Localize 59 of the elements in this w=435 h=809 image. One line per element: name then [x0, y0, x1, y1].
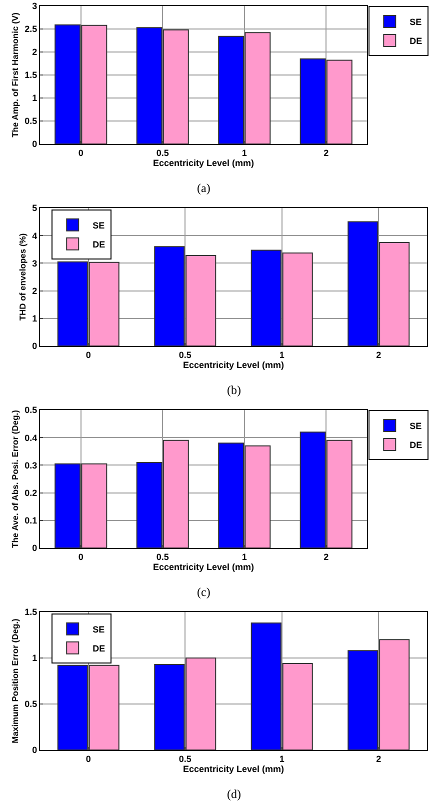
legend-label: SE [92, 220, 105, 230]
y-tick-label: 1.5 [24, 607, 38, 618]
text: (a) [197, 181, 210, 195]
y-tick-label: 0 [32, 543, 38, 554]
x-axis-title: Eccentricity Level (mm) [152, 562, 254, 572]
y-tick-label: 0.1 [24, 516, 38, 526]
y-tick-label: 5 [32, 203, 38, 214]
y-tick-label: 1 [32, 653, 38, 664]
y-tick-label: 1 [32, 314, 38, 324]
y-tick-label: 0 [32, 745, 38, 756]
y-axis-title: Maximum Position Error (Deg.) [10, 618, 20, 744]
x-axis-title: Eccentricity Level (mm) [182, 764, 284, 774]
y-tick-label: 0 [32, 341, 38, 352]
x-tick-label: 1 [242, 148, 247, 158]
x-tick-label: 2 [324, 552, 329, 562]
y-tick-label: 0.2 [24, 488, 38, 498]
text: (d) [227, 787, 241, 801]
x-tick-label: 0.5 [156, 148, 169, 158]
x-tick-label: 1 [279, 754, 284, 764]
y-tick-label: 1 [32, 93, 38, 104]
text: (b) [227, 383, 241, 397]
legend-label: DE [92, 643, 106, 654]
text: (c) [197, 585, 210, 599]
y-tick-label: 1.5 [24, 70, 38, 80]
y-tick-label: 0.3 [24, 460, 38, 470]
y-tick-label: 3 [32, 1, 38, 12]
x-tick-label: 0 [86, 350, 91, 360]
legend-label: SE [410, 17, 422, 28]
y-tick-label: 2 [32, 47, 38, 58]
x-tick-label: 0.5 [178, 350, 192, 360]
legend-label: DE [410, 36, 422, 46]
y-tick-label: 0.5 [24, 405, 38, 416]
x-tick-label: 2 [376, 350, 382, 360]
x-axis-title: Eccentricity Level (mm) [152, 158, 254, 168]
legend-label: SE [92, 624, 105, 634]
y-axis-title: The Ave. of Abs. Posi. Error (Deg.) [10, 410, 20, 548]
x-tick-label: 2 [376, 754, 382, 764]
y-tick-label: 0.5 [24, 699, 38, 710]
x-tick-label: 1 [242, 552, 247, 562]
legend-label: DE [92, 239, 106, 250]
x-axis-title: Eccentricity Level (mm) [182, 360, 284, 370]
y-tick-label: 0.4 [24, 432, 38, 443]
y-tick-label: 0.5 [24, 116, 38, 126]
y-tick-label: 4 [32, 230, 38, 241]
x-tick-label: 0 [78, 148, 84, 158]
y-tick-label: 2 [32, 286, 38, 296]
y-tick-label: 3 [32, 258, 38, 268]
x-tick-label: 0.5 [178, 754, 192, 764]
legend-label: SE [410, 421, 422, 432]
x-tick-label: 0.5 [156, 552, 169, 562]
x-tick-label: 2 [324, 148, 329, 158]
legend-label: DE [410, 440, 422, 450]
y-tick-label: 2.5 [24, 24, 38, 34]
y-axis-title: The Amp. of First Harmonic (V) [10, 12, 20, 138]
x-tick-label: 0 [86, 754, 91, 764]
x-tick-label: 0 [78, 552, 84, 562]
y-tick-label: 0 [32, 139, 38, 150]
y-axis-title: THD of envelopes (%) [18, 233, 28, 321]
x-tick-label: 1 [279, 350, 284, 360]
